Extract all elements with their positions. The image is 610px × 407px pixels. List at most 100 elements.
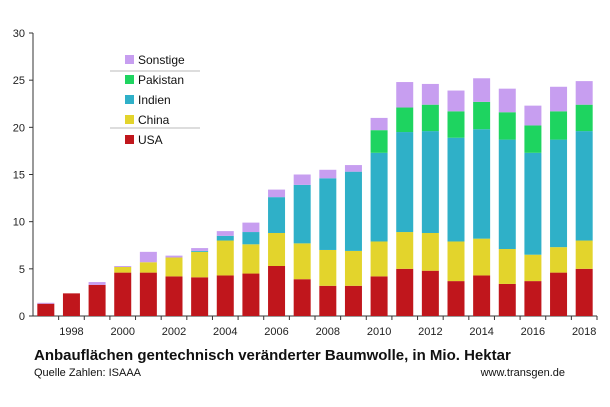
bar-indien-2008	[319, 178, 337, 250]
bar-usa-2006	[268, 266, 286, 316]
bar-china-2016	[524, 254, 542, 282]
bar-pakistan-2014	[473, 101, 491, 130]
bar-pakistan-2018	[575, 104, 593, 132]
bar-sonstige-2003	[191, 248, 209, 251]
bar-sonstige-2018	[575, 81, 593, 105]
bar-china-2003	[191, 251, 209, 278]
bar-sonstige-2008	[319, 169, 337, 179]
bar-china-2010	[370, 241, 388, 277]
bar-sonstige-2010	[370, 117, 388, 131]
bar-indien-2004	[216, 235, 234, 241]
bar-indien-2014	[473, 129, 491, 239]
x-tick-label: 2000	[110, 326, 134, 338]
bar-usa-2008	[319, 285, 337, 316]
bar-usa-2016	[524, 281, 542, 316]
legend-label-china: China	[138, 113, 170, 127]
bar-usa-2010	[370, 276, 388, 316]
x-tick-label: 2004	[213, 326, 237, 338]
bar-china-2014	[473, 238, 491, 276]
bar-sonstige-2014	[473, 78, 491, 102]
bar-usa-2002	[165, 276, 183, 316]
bar-indien-2012	[421, 131, 439, 233]
bar-usa-2001	[139, 272, 157, 316]
bar-china-2013	[447, 241, 465, 282]
bar-sonstige-2006	[268, 189, 286, 198]
bar-usa-2004	[216, 275, 234, 316]
x-tick-label: 1998	[59, 326, 83, 338]
bar-indien-2005	[242, 232, 260, 245]
bar-china-2009	[344, 250, 362, 286]
bar-sonstige-2002	[165, 255, 183, 258]
bar-pakistan-2017	[550, 111, 568, 140]
bar-sonstige-2012	[421, 83, 439, 105]
bar-sonstige-2015	[498, 88, 516, 113]
bar-sonstige-2004	[216, 231, 234, 236]
bar-china-2011	[396, 232, 414, 269]
bar-usa-1998	[62, 293, 80, 316]
x-tick-label: 2012	[418, 326, 442, 338]
bar-pakistan-2013	[447, 111, 465, 138]
bar-sonstige-2016	[524, 105, 542, 126]
bar-indien-2009	[344, 171, 362, 251]
y-tick-label: 20	[13, 122, 25, 134]
bar-china-2017	[550, 247, 568, 273]
bar-sonstige-2001	[139, 251, 157, 263]
bar-sonstige-1997	[37, 302, 55, 304]
bar-china-2012	[421, 232, 439, 271]
y-tick-label: 5	[19, 264, 25, 276]
bar-usa-2015	[498, 283, 516, 316]
y-tick-label: 0	[19, 311, 25, 323]
bar-usa-2000	[114, 272, 132, 316]
bar-indien-2010	[370, 152, 388, 242]
bar-usa-2009	[344, 285, 362, 316]
legend-swatch-pakistan	[125, 75, 134, 84]
bar-usa-1999	[88, 284, 106, 316]
x-tick-label: 2002	[162, 326, 186, 338]
chart-title: Anbauflächen gentechnisch veränderter Ba…	[34, 347, 511, 364]
x-tick-label: 2016	[521, 326, 545, 338]
bar-usa-2014	[473, 275, 491, 316]
bar-indien-2017	[550, 139, 568, 248]
bar-sonstige-2005	[242, 222, 260, 233]
bar-sonstige-2007	[293, 174, 311, 185]
bar-usa-2013	[447, 281, 465, 316]
bar-usa-2017	[550, 272, 568, 316]
bar-china-2015	[498, 249, 516, 284]
bar-china-2005	[242, 244, 260, 274]
x-tick-label: 2008	[316, 326, 340, 338]
legend-label-sonstige: Sonstige	[138, 53, 185, 67]
bar-pakistan-2015	[498, 112, 516, 140]
bar-usa-2018	[575, 268, 593, 316]
bar-china-2008	[319, 249, 337, 286]
bar-sonstige-2000	[114, 266, 132, 267]
bar-indien-2007	[293, 184, 311, 244]
bar-sonstige-2009	[344, 165, 362, 172]
bar-indien-2011	[396, 132, 414, 233]
bar-indien-2018	[575, 131, 593, 241]
legend-label-indien: Indien	[138, 93, 171, 107]
bar-china-2002	[165, 257, 183, 277]
legend-swatch-china	[125, 115, 134, 124]
bar-usa-1997	[37, 303, 55, 316]
bar-pakistan-2012	[421, 104, 439, 132]
legend-label-pakistan: Pakistan	[138, 73, 184, 87]
bar-sonstige-2017	[550, 86, 568, 112]
y-tick-label: 30	[13, 28, 25, 40]
bar-pakistan-2010	[370, 130, 388, 153]
stacked-bar-chart: 0 5 10 15 20 25 30 1998 2000 2002 2004 2006 2008 2010…	[13, 28, 598, 338]
bar-usa-2007	[293, 279, 311, 316]
bar-china-2000	[114, 266, 132, 273]
bar-indien-2006	[268, 197, 286, 233]
bar-usa-2012	[421, 270, 439, 316]
bar-china-2001	[139, 262, 157, 273]
x-tick-label: 2014	[469, 326, 493, 338]
bar-indien-2015	[498, 139, 516, 250]
bar-usa-2005	[242, 273, 260, 316]
y-tick-label: 15	[13, 170, 25, 182]
bar-china-2007	[293, 243, 311, 280]
x-tick-label: 2006	[264, 326, 288, 338]
bar-sonstige-1999	[88, 282, 106, 285]
bar-pakistan-2016	[524, 125, 542, 153]
bar-usa-2011	[396, 268, 414, 316]
bar-china-2006	[268, 232, 286, 267]
